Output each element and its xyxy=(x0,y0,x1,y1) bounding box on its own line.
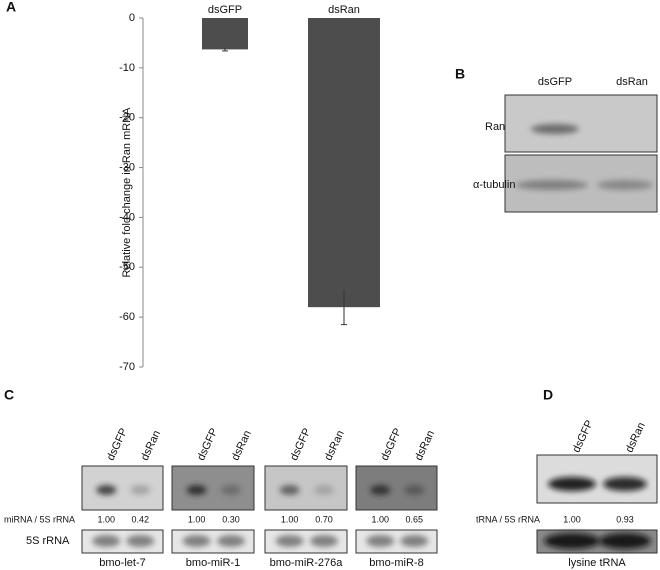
blot xyxy=(504,94,658,153)
y-tick-label: 0 xyxy=(129,12,135,24)
band xyxy=(314,485,335,495)
lane-label: dsGFP xyxy=(105,426,130,462)
bar xyxy=(202,18,248,50)
blot-name: bmo-miR-276a xyxy=(270,557,344,569)
band xyxy=(182,535,211,547)
band xyxy=(126,535,155,547)
lane-label: dsGFP xyxy=(570,418,595,454)
blot-name: lysine tRNA xyxy=(568,557,626,569)
lane-label: dsRan xyxy=(139,429,163,463)
panel-label: B xyxy=(455,66,465,82)
lane-label: dsRan xyxy=(323,429,347,463)
band xyxy=(130,485,151,495)
y-tick-label: -10 xyxy=(119,62,135,74)
y-tick-label: -50 xyxy=(119,261,135,273)
ratio-value: 0.93 xyxy=(616,514,634,524)
lane-label: dsRan xyxy=(413,429,437,463)
band xyxy=(544,533,600,549)
ratio-value: 0.65 xyxy=(406,514,424,524)
lane-label: dsRan xyxy=(623,421,647,455)
band xyxy=(366,535,395,547)
band xyxy=(96,485,117,495)
lane-label: dsGFP xyxy=(538,76,572,88)
panel-label: D xyxy=(543,387,553,403)
y-tick-label: -40 xyxy=(119,211,135,223)
blot-name: bmo-miR-1 xyxy=(186,557,240,569)
x-tick-label: dsRan xyxy=(328,4,360,16)
loading-label: 5S rRNA xyxy=(26,535,70,547)
band xyxy=(548,477,596,491)
band xyxy=(516,180,588,190)
blot xyxy=(264,465,348,511)
band xyxy=(186,485,207,495)
ratio-value: 1.00 xyxy=(281,514,299,524)
lane-label: dsGFP xyxy=(379,426,404,462)
band xyxy=(404,485,425,495)
band xyxy=(279,485,300,495)
lane-label: dsRan xyxy=(616,76,648,88)
blot-name: bmo-let-7 xyxy=(99,557,145,569)
ratio-value: 1.00 xyxy=(188,514,206,524)
lane-label: dsRan xyxy=(230,429,254,463)
y-tick-label: -30 xyxy=(119,161,135,173)
ratio-label: miRNA / 5S rRNA xyxy=(4,514,75,524)
ratio-value: 1.00 xyxy=(563,514,581,524)
panel-label: A xyxy=(6,0,16,15)
blot xyxy=(81,465,164,511)
ratio-label: tRNA / 5S rRNA xyxy=(476,514,540,524)
ratio-value: 1.00 xyxy=(372,514,390,524)
bar xyxy=(308,18,380,308)
band xyxy=(370,485,391,495)
lane-label: dsGFP xyxy=(288,426,313,462)
ratio-value: 1.00 xyxy=(98,514,116,524)
band xyxy=(400,535,429,547)
y-tick-label: -70 xyxy=(119,361,135,373)
band xyxy=(597,180,653,190)
blot xyxy=(171,465,255,511)
x-tick-label: dsGFP xyxy=(208,4,242,16)
y-tick-label: -20 xyxy=(119,112,135,124)
lane-label: dsGFP xyxy=(195,426,220,462)
row-label: Ran xyxy=(485,121,505,133)
band xyxy=(275,535,304,547)
band xyxy=(599,533,651,549)
y-axis-label: Relative fold change in Ran mRNA xyxy=(121,107,133,278)
band xyxy=(217,535,246,547)
y-tick-label: -60 xyxy=(119,311,135,323)
band xyxy=(92,535,121,547)
ratio-value: 0.70 xyxy=(315,514,333,524)
blot-name: bmo-miR-8 xyxy=(369,557,423,569)
blot xyxy=(355,465,438,511)
row-label: α-tubulin xyxy=(473,179,515,191)
band xyxy=(603,477,647,491)
panel-label: C xyxy=(4,387,14,403)
ratio-value: 0.42 xyxy=(132,514,150,524)
band xyxy=(310,535,339,547)
ratio-value: 0.30 xyxy=(222,514,240,524)
band xyxy=(531,124,579,134)
band xyxy=(221,485,242,495)
